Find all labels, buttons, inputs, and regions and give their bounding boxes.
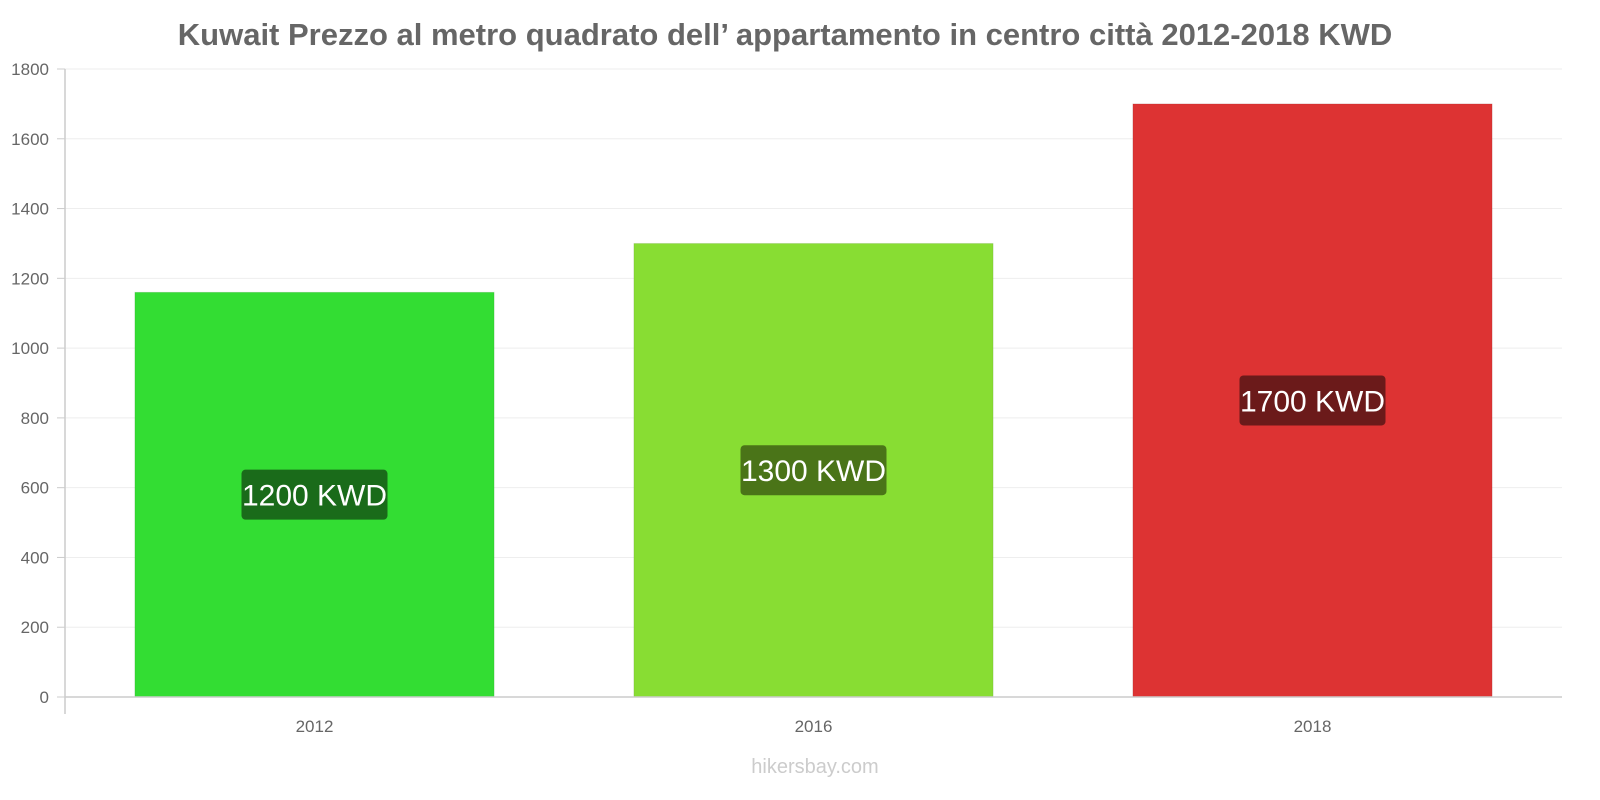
chart-title: Kuwait Prezzo al metro quadrato dell’ ap… xyxy=(178,17,1392,52)
data-label: 1300 KWD xyxy=(741,455,886,488)
y-tick-label: 1000 xyxy=(11,339,49,358)
y-tick-label: 200 xyxy=(21,618,49,637)
x-tick-label: 2012 xyxy=(296,717,334,736)
data-label-box xyxy=(241,469,388,520)
data-label: 1200 KWD xyxy=(242,480,387,513)
x-tick-label: 2016 xyxy=(795,717,833,736)
y-tick-label: 1200 xyxy=(11,269,49,288)
y-tick-label: 1600 xyxy=(11,130,49,149)
x-tick-label: 2018 xyxy=(1294,717,1332,736)
y-tick-label: 1400 xyxy=(11,200,49,219)
data-label: 1700 KWD xyxy=(1240,385,1385,418)
y-tick-label: 1800 xyxy=(11,60,49,79)
y-tick-label: 400 xyxy=(21,548,49,567)
y-tick-label: 0 xyxy=(40,688,49,707)
y-tick-label: 600 xyxy=(21,479,49,498)
bar-2012 xyxy=(134,291,495,698)
y-tick-label: 800 xyxy=(21,409,49,428)
data-label-box xyxy=(740,445,887,496)
data-label-box xyxy=(1239,375,1386,426)
watermark: hikersbay.com xyxy=(751,756,878,778)
